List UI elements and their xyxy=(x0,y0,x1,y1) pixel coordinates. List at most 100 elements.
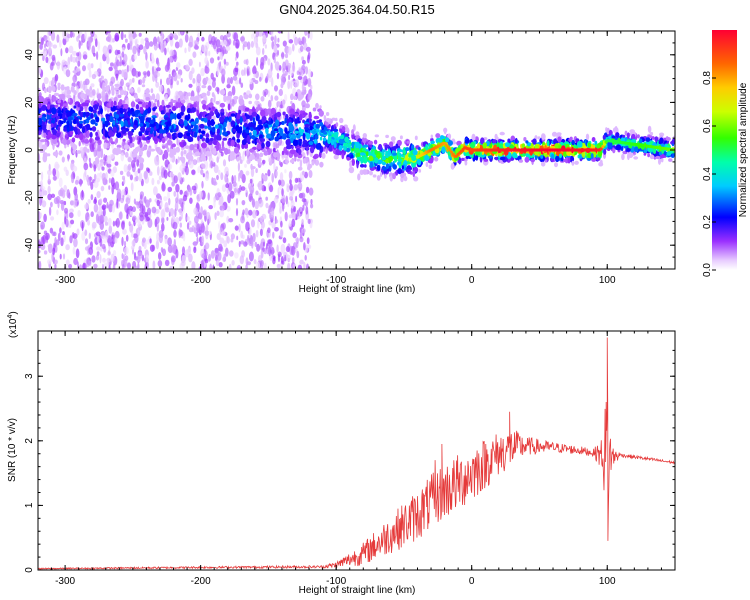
heatmap-cell xyxy=(220,89,226,96)
heatmap-cell xyxy=(166,132,171,139)
heatmap-cell xyxy=(304,254,307,261)
heatmap-cell xyxy=(132,77,135,83)
heatmap-cell xyxy=(188,83,193,88)
heatmap-cell xyxy=(140,194,143,200)
heatmap-cell xyxy=(235,198,239,206)
heatmap-cell xyxy=(216,141,220,147)
heatmap-cell xyxy=(330,139,335,146)
heatmap-cell xyxy=(301,198,307,203)
heatmap-cell xyxy=(73,257,78,266)
heatmap-cell xyxy=(324,142,329,147)
heatmap-cell xyxy=(81,221,84,232)
heatmap-cell xyxy=(145,96,150,101)
heatmap-cell xyxy=(224,173,228,183)
heatmap-cell xyxy=(297,94,304,100)
heatmap-cell xyxy=(61,59,67,66)
heatmap-cell xyxy=(175,183,180,193)
heatmap-cell xyxy=(183,150,187,155)
heatmap-cell xyxy=(244,163,247,168)
heatmap-cell xyxy=(633,146,639,153)
heatmap-cell xyxy=(434,156,439,162)
heatmap-cell xyxy=(404,147,410,152)
heatmap-cell xyxy=(268,246,272,257)
heatmap-cell xyxy=(112,220,116,227)
heatmap-cell xyxy=(308,112,312,120)
heatmap-cell xyxy=(99,254,102,264)
heatmap-cell xyxy=(123,119,128,127)
heatmap-cell xyxy=(145,199,151,208)
heatmap-cell xyxy=(146,138,150,144)
heatmap-cell xyxy=(362,133,367,139)
heatmap-cell xyxy=(63,200,67,206)
heatmap-cell xyxy=(119,113,125,117)
heatmap-cell xyxy=(289,159,295,164)
heatmap-cell xyxy=(40,221,45,230)
heatmap-cell xyxy=(94,122,98,127)
heatmap-cell xyxy=(207,192,210,201)
heatmap-cell xyxy=(59,39,62,48)
heatmap-cell xyxy=(200,147,204,155)
heatmap-cell xyxy=(138,245,142,252)
heatmap-cell xyxy=(178,216,182,222)
heatmap-cell xyxy=(261,213,267,220)
heatmap-cell xyxy=(170,244,176,253)
heatmap-cell xyxy=(188,160,194,169)
heatmap-cell xyxy=(639,138,643,144)
heatmap-cell xyxy=(149,198,152,203)
heatmap-cell xyxy=(374,157,379,164)
heatmap-cell xyxy=(52,151,59,157)
heatmap-cell xyxy=(408,157,412,162)
heatmap-cell xyxy=(38,153,41,163)
heatmap-cell xyxy=(213,115,216,121)
heatmap-cell xyxy=(77,60,81,67)
heatmap-cell xyxy=(129,88,134,93)
heatmap-cell xyxy=(248,100,252,105)
heatmap-cell xyxy=(139,161,144,171)
heatmap-cell xyxy=(385,134,389,139)
heatmap-cell xyxy=(288,170,293,180)
heatmap-cell xyxy=(123,68,128,79)
heatmap-cell xyxy=(113,250,117,256)
heatmap-cell xyxy=(486,141,490,146)
heatmap-cell xyxy=(228,263,232,269)
heatmap-cell xyxy=(135,104,140,110)
heatmap-cell xyxy=(292,139,298,147)
heatmap-cell xyxy=(143,241,147,250)
heatmap-cell xyxy=(122,177,126,185)
heatmap-cell xyxy=(131,142,135,148)
heatmap-cell xyxy=(157,260,163,267)
heatmap-cell xyxy=(211,106,215,110)
heatmap-cell xyxy=(284,211,288,222)
heatmap-cell xyxy=(554,162,558,168)
heatmap-cell xyxy=(93,203,99,213)
heatmap-cell xyxy=(205,230,209,240)
heatmap-cell xyxy=(418,147,421,151)
heatmap-cell xyxy=(211,35,216,46)
heatmap-cell xyxy=(256,153,260,160)
heatmap-cell xyxy=(274,227,279,232)
heatmap-cell xyxy=(127,262,131,269)
heatmap-cell xyxy=(175,133,179,137)
heatmap-cell xyxy=(288,132,291,138)
heatmap-cell xyxy=(185,161,188,169)
heatmap-cell xyxy=(81,189,84,198)
heatmap-cell xyxy=(284,117,287,124)
heatmap-cell xyxy=(47,153,51,157)
heatmap-cell xyxy=(494,133,498,140)
heatmap-cell xyxy=(381,149,386,153)
heatmap-cell xyxy=(50,193,56,198)
heatmap-cell xyxy=(615,144,622,151)
heatmap-cell xyxy=(224,116,228,123)
heatmap-cell xyxy=(132,215,137,221)
heatmap-cell xyxy=(138,79,141,85)
heatmap-cell xyxy=(251,140,256,144)
heatmap-cell xyxy=(291,211,297,220)
heatmap-cell xyxy=(183,119,188,127)
heatmap-cell xyxy=(148,117,152,121)
heatmap-cell xyxy=(194,43,198,49)
heatmap-cell xyxy=(414,135,418,141)
heatmap-cell xyxy=(122,108,126,113)
heatmap-cell xyxy=(265,196,269,201)
heatmap-cell xyxy=(307,163,313,169)
heatmap-cell xyxy=(541,133,546,141)
